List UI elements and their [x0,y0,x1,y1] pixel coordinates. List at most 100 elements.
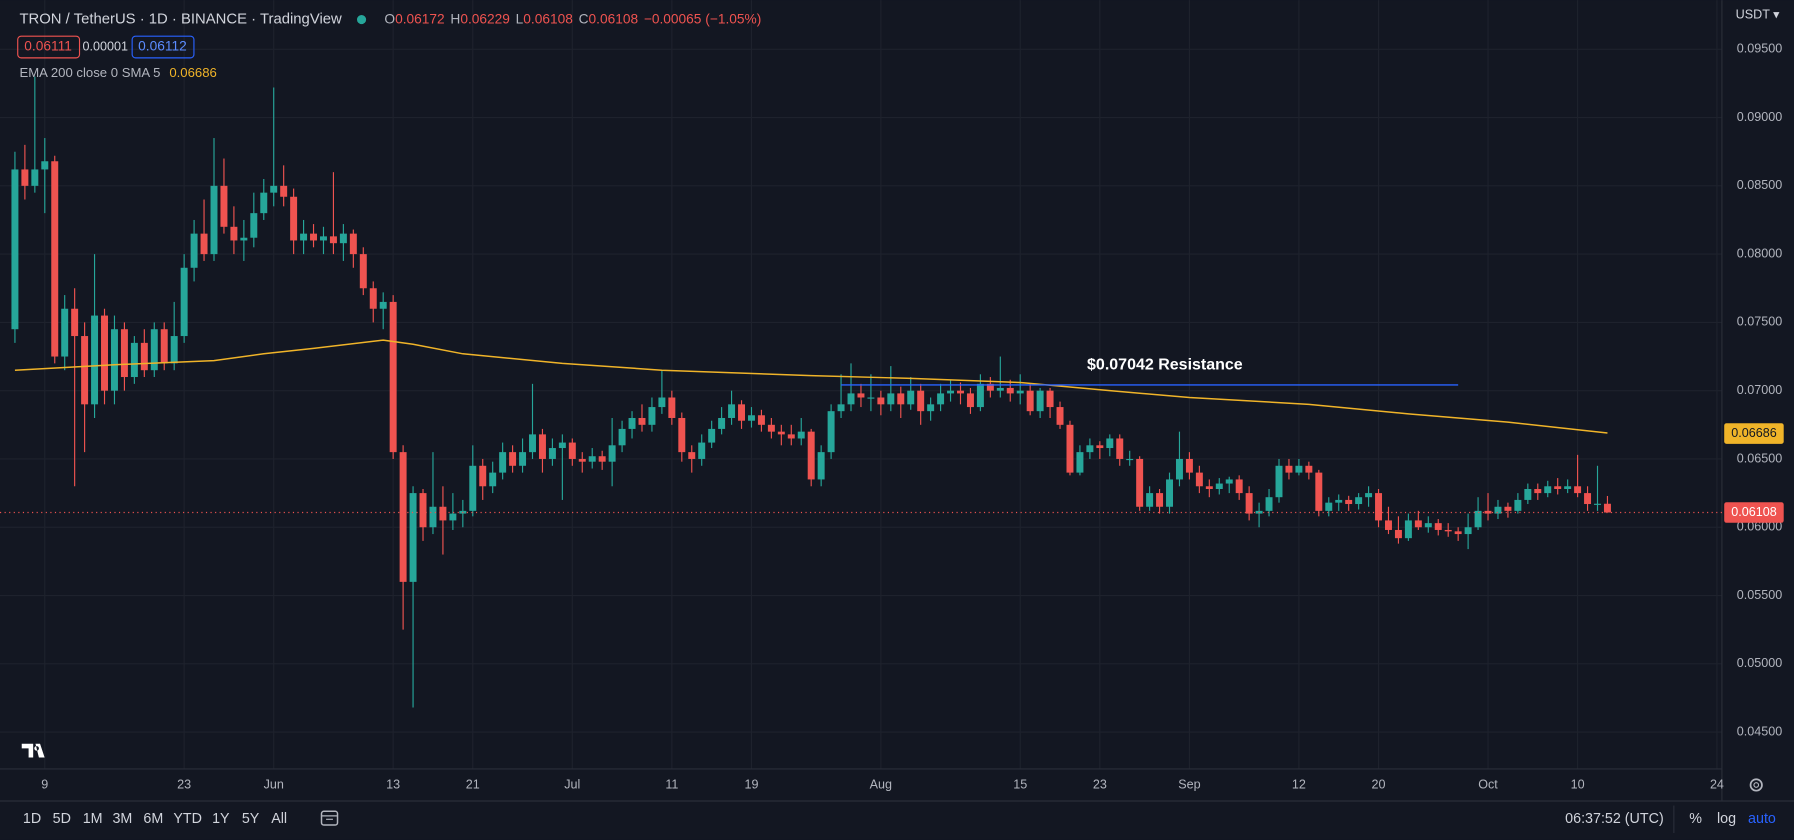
candle-body [1603,503,1611,513]
buy-box[interactable] [131,35,195,59]
candle-body [81,336,89,405]
range-button[interactable]: All [271,811,287,827]
range-button[interactable]: 1D [23,811,41,827]
candle-body [1385,520,1392,530]
range-button[interactable]: 5D [53,811,71,827]
candle-body [1235,479,1243,494]
candle-body [608,445,616,462]
date-range-icon[interactable] [320,810,339,826]
y-tick-label: 0.07500 [1737,315,1782,329]
candle-body [857,393,865,398]
candle-body [817,452,825,480]
candle-body [529,434,536,453]
candle-body [1594,503,1601,505]
overlay: TRON / TetherUS · 1D · BINANCE · Trading… [17,7,1784,834]
candle-body [767,424,775,432]
candle-body [628,417,636,429]
candle-body [409,493,417,582]
candle-body [867,397,875,399]
candle-body [648,407,656,425]
candle-body [548,448,556,459]
sell-box[interactable] [17,35,81,59]
y-tick-label: 0.07000 [1737,383,1782,397]
candle-body [1285,465,1293,473]
x-tick-label: Oct [1478,777,1498,791]
candle-body [1564,486,1572,490]
candle-body [1136,458,1144,507]
o-label: O [384,11,395,26]
candle-body [777,431,785,435]
currency-label[interactable]: USDT ▾ [1736,7,1781,21]
candle-body [638,417,646,425]
candle-body [290,196,298,241]
x-tick-label: 24 [1710,777,1724,791]
x-tick-label: Jul [564,777,580,791]
candle-body [738,404,746,421]
settings-icon[interactable] [1749,778,1763,792]
candle-body [369,288,377,309]
ema-price-box [1724,423,1784,444]
candle-body [379,301,387,309]
candle-body [399,452,407,582]
candle-body [1275,465,1283,498]
scale-option[interactable]: % [1689,811,1702,827]
candle-body [359,254,367,289]
close-value: 0.06108 [589,11,639,26]
resistance-label: $0.07042 Resistance [1087,357,1243,374]
candle-body [598,456,606,462]
candle-body [11,169,19,330]
candle-body [270,185,278,193]
y-tick-label: 0.08000 [1737,246,1782,260]
symbol-title: TRON / TetherUS · 1D · BINANCE · Trading… [19,11,342,27]
candle-body [1215,483,1223,490]
candle-body [1156,493,1164,507]
range-button[interactable]: 1Y [212,811,230,827]
candle-body [329,236,337,244]
ema-line [14,339,1608,434]
candle-body [499,452,507,473]
candle-body [678,417,686,453]
sell-price[interactable]: 0.06111 [24,39,72,54]
candle-body [1295,465,1303,473]
candle-body [1504,506,1512,511]
y-tick-label: 0.08500 [1737,178,1782,192]
candle-body [509,452,517,466]
clock[interactable]: 06:37:52 (UTC) [1565,811,1664,827]
range-button[interactable]: YTD [173,811,202,827]
candle-body [568,442,576,459]
candle-body [996,387,1004,391]
candle-body [847,393,855,405]
ohlc-legend: O0.06172 H0.06229 L0.06108 C0.06108 −0.00065… [384,11,761,26]
candle-body [1424,523,1432,528]
range-button[interactable]: 5Y [242,811,260,827]
range-button[interactable]: 6M [143,811,163,827]
indicator-name: EMA 200 close 0 SMA 5 [19,65,160,80]
scale-option[interactable]: log [1717,811,1736,827]
candle-body [339,233,347,244]
candle-body [61,308,69,357]
candle-body [1554,486,1562,490]
candle-body [319,236,327,241]
candle-body [728,404,736,418]
range-button[interactable]: 3M [112,811,132,827]
candle-body [120,329,128,378]
x-tick-label: 9 [41,777,48,791]
open-value: 0.06172 [395,11,445,26]
candle-body [429,506,437,528]
candle-body [1574,486,1582,494]
last-price-label: 0.06108 [1731,505,1776,519]
scale-option[interactable]: auto [1748,811,1776,827]
candle-body [439,506,447,521]
candle-body [1195,472,1203,487]
buy-price[interactable]: 0.06112 [138,39,187,54]
range-button[interactable]: 1M [83,811,103,827]
candle-body [618,428,626,446]
x-tick-label: 10 [1571,777,1585,791]
candle-body [1265,497,1273,511]
candle-body [658,397,666,408]
candle-body [51,161,59,357]
candle-body [1434,523,1442,530]
candle-body [1394,529,1402,539]
